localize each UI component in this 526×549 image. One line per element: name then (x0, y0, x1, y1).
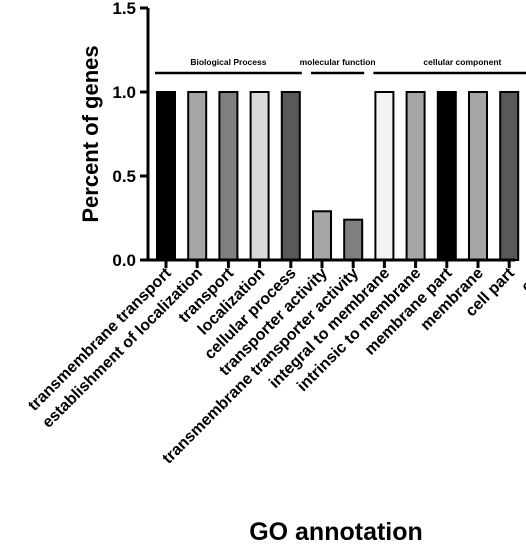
y-tick-label: 0.5 (112, 167, 136, 186)
bar (499, 91, 520, 261)
bar (312, 210, 332, 261)
bar (374, 91, 395, 261)
y-tick-label: 1.0 (112, 83, 136, 102)
y-axis: 0.0 0.5 1.0 1.5 (112, 0, 150, 270)
x-axis-label: GO annotation (249, 518, 423, 546)
y-tick-label: 0.0 (112, 251, 136, 270)
group-label: Biological Process (190, 57, 266, 67)
group-label: cellular component (423, 57, 501, 67)
bar (405, 91, 426, 261)
y-tick-label: 1.5 (112, 0, 136, 18)
bar (156, 91, 176, 261)
bar (343, 218, 364, 261)
bar (218, 91, 239, 261)
bar (249, 91, 270, 261)
x-tick-label: establishment of localization (39, 265, 206, 432)
group-label: molecular function (300, 57, 376, 67)
bars (156, 91, 520, 261)
bar (187, 91, 208, 261)
x-tick-label: cell (518, 265, 526, 296)
bar (280, 91, 301, 261)
bar (468, 91, 488, 261)
bar (436, 91, 457, 261)
x-tick-label: transmembrane transport (25, 264, 175, 414)
group-brackets: Biological Process molecular function cell… (155, 57, 526, 75)
y-axis-label: Percent of genes (78, 45, 103, 222)
